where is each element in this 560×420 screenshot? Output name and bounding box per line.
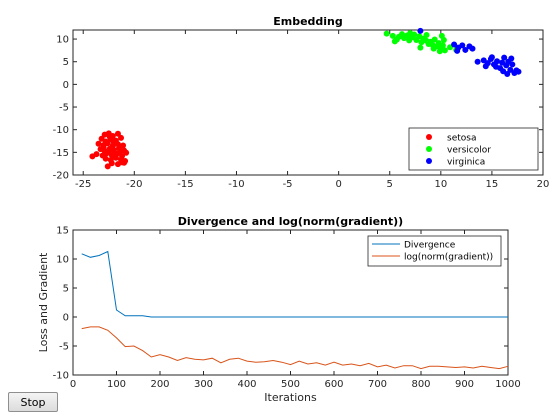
legend-marker-versicolor xyxy=(426,146,432,152)
scatter-point-setosa xyxy=(121,159,128,166)
scatter-point-virginica xyxy=(459,42,466,49)
loss-gradient-plot: 0 100 200 300 400 500 600 700 800 900 1000 15 10 5 0 -5… xyxy=(37,215,521,404)
x-tick-label: -5 xyxy=(283,179,293,190)
stop-button[interactable]: Stop xyxy=(8,392,58,412)
x-tick-label: 400 xyxy=(237,379,256,390)
scatter-point-virginica xyxy=(482,63,489,70)
legend-label: Divergence xyxy=(404,241,456,251)
y-tick-label: 10 xyxy=(56,255,69,266)
x-tick-label: 200 xyxy=(150,379,169,390)
y-tick-label: 0 xyxy=(63,313,69,324)
x-tick-label: 0 xyxy=(70,379,76,390)
scatter-point-versicolor xyxy=(383,30,390,37)
scatter-point-virginica xyxy=(462,46,469,53)
y-axis-label: Loss and Gradient xyxy=(37,252,50,352)
x-tick-label: 900 xyxy=(455,379,474,390)
y-tick-label: -20 xyxy=(53,171,69,182)
scatter-point-versicolor xyxy=(441,47,448,54)
y-tick-label: 0 xyxy=(63,80,69,91)
legend-label: setosa xyxy=(447,134,476,144)
scatter-point-versicolor xyxy=(436,48,443,55)
scatter-point-virginica xyxy=(509,61,516,68)
x-tick-label: 100 xyxy=(107,379,126,390)
scatter-point-virginica xyxy=(469,45,476,52)
scatter-point-setosa xyxy=(110,139,117,146)
legend-label: virginica xyxy=(447,158,485,168)
scatter-point-setosa xyxy=(114,130,121,137)
scatter-point-versicolor xyxy=(431,36,438,43)
y-tick-label: -10 xyxy=(53,371,69,382)
legend-label: versicolor xyxy=(447,146,491,156)
y-tick-label: -5 xyxy=(59,103,69,114)
x-tick-label: 10 xyxy=(434,179,447,190)
legend-marker-virginica xyxy=(426,158,432,164)
scatter-point-setosa xyxy=(118,134,125,141)
x-tick-label: 300 xyxy=(194,379,213,390)
legend-marker-setosa xyxy=(426,134,432,140)
x-axis-label: Iterations xyxy=(264,391,317,404)
scatter-point-virginica xyxy=(488,54,495,61)
series-line-divergence xyxy=(81,250,508,318)
scatter-point-versicolor xyxy=(439,42,446,49)
x-tick-label: 700 xyxy=(368,379,387,390)
scatter-point-setosa xyxy=(104,140,111,147)
x-tick-label: 1000 xyxy=(495,379,520,390)
x-tick-label: 800 xyxy=(411,379,430,390)
scatter-point-setosa xyxy=(104,163,111,170)
scatter-point-virginica xyxy=(493,63,499,70)
scatter-point-setosa xyxy=(106,133,113,140)
scatter-point-versicolor xyxy=(423,31,430,38)
x-tick-label: 0 xyxy=(335,179,341,190)
x-tick-label: -20 xyxy=(126,179,142,190)
scatter-point-setosa xyxy=(100,144,107,151)
scatter-point-virginica xyxy=(501,54,508,61)
y-tick-label: 5 xyxy=(63,284,69,295)
y-tick-label: -5 xyxy=(59,342,69,353)
x-tick-label: -15 xyxy=(177,179,193,190)
scatter-point-virginica xyxy=(454,47,461,54)
scatter-point-setosa xyxy=(111,153,118,160)
legend-box xyxy=(367,235,502,267)
scatter-point-versicolor xyxy=(417,44,424,51)
scatter-point-virginica xyxy=(494,58,501,65)
scatter-point-setosa xyxy=(89,153,96,160)
scatter-point-versicolor xyxy=(391,38,398,45)
x-tick-label: 15 xyxy=(486,179,499,190)
chart-title: Divergence and log(norm(gradient)) xyxy=(178,215,403,228)
y-tick-label: -10 xyxy=(53,125,69,136)
x-tick-label: 20 xyxy=(537,179,550,190)
y-tick-label: 15 xyxy=(56,226,69,237)
x-tick-label: -25 xyxy=(75,179,91,190)
y-tick-label: -15 xyxy=(53,148,69,159)
y-tick-label: 5 xyxy=(63,57,69,68)
scatter-point-setosa xyxy=(95,140,102,147)
scatter-point-setosa xyxy=(117,148,123,155)
x-tick-label: 600 xyxy=(324,379,343,390)
scatter-point-versicolor xyxy=(407,30,414,37)
series-line-log-norm-gradient- xyxy=(81,326,509,370)
scatter-point-virginica xyxy=(508,55,515,62)
scatter-point-virginica xyxy=(474,58,481,65)
scatter-point-virginica xyxy=(417,27,424,34)
scatter-point-virginica xyxy=(451,41,458,48)
legend-label: log(norm(gradient)) xyxy=(404,253,493,263)
y-tick-label: 10 xyxy=(56,35,69,46)
scatter-point-setosa xyxy=(102,155,109,162)
x-tick-label: 5 xyxy=(387,179,393,190)
embedding-plot: -25 -20 -15 -10 -5 0 5 10 15 20 10 5 0 -5 -10 -15 -20 Emb… xyxy=(53,15,550,190)
scatter-point-virginica xyxy=(507,66,514,73)
scatter-point-virginica xyxy=(515,68,522,75)
chart-title: Embedding xyxy=(273,15,343,28)
scatter-point-virginica xyxy=(504,70,511,77)
x-tick-label: -10 xyxy=(228,179,244,190)
scatter-point-versicolor xyxy=(438,32,445,39)
scatter-point-versicolor xyxy=(389,32,396,39)
scatter-point-setosa xyxy=(108,160,115,167)
scatter-point-setosa xyxy=(105,148,112,155)
scatter-point-setosa xyxy=(123,149,130,156)
x-tick-label: 500 xyxy=(281,379,300,390)
scatter-point-versicolor xyxy=(430,45,437,52)
